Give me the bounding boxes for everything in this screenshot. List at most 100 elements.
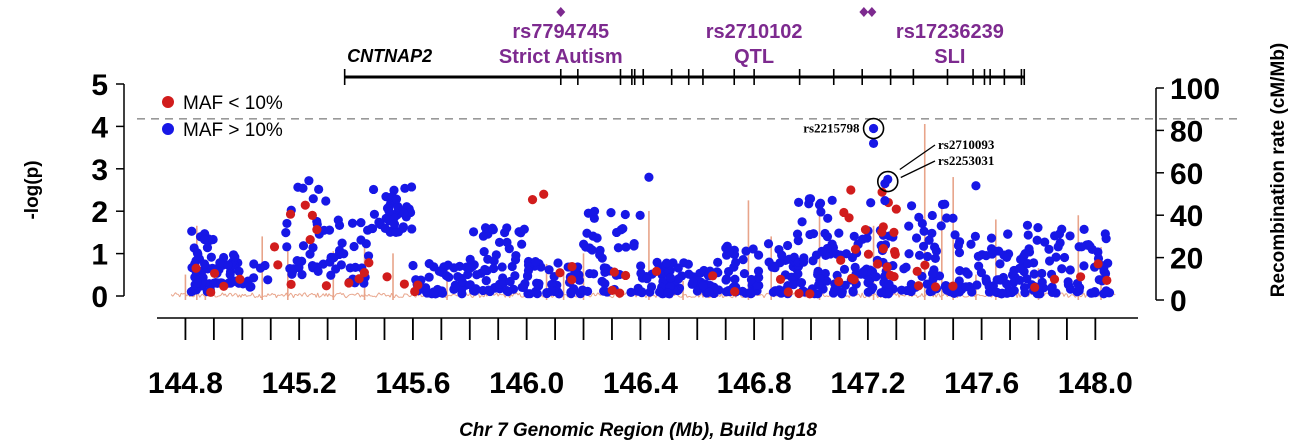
maf-low-point xyxy=(344,278,354,288)
maf-low-point xyxy=(805,289,815,299)
maf-high-point xyxy=(368,184,379,195)
maf-high-point xyxy=(199,259,210,269)
maf-high-point xyxy=(841,249,851,259)
recomb-line-segment xyxy=(406,293,410,297)
maf-high-point xyxy=(1020,249,1030,259)
maf-high-point xyxy=(400,183,410,193)
maf-high-point xyxy=(298,183,308,193)
maf-high-point xyxy=(472,270,482,280)
maf-high-point xyxy=(597,276,607,286)
maf-high-point xyxy=(954,276,964,286)
maf-high-point xyxy=(850,262,860,272)
snp-label: SLI xyxy=(934,46,965,68)
maf-low-point xyxy=(878,244,888,254)
maf-high-point xyxy=(434,266,444,276)
recomb-line-segment xyxy=(522,296,524,298)
maf-high-point xyxy=(347,218,358,228)
maf-high-point xyxy=(995,259,1005,269)
maf-high-point xyxy=(1032,235,1042,245)
recomb-line-segment xyxy=(385,294,388,297)
maf-high-point xyxy=(822,232,833,242)
maf-high-point xyxy=(1029,269,1039,279)
recomb-line-segment xyxy=(935,294,938,298)
maf-high-point xyxy=(589,269,599,279)
recomb-line-segment xyxy=(256,296,259,298)
recomb-line-segment xyxy=(689,296,692,298)
maf-high-point xyxy=(880,196,890,206)
legend-label: MAF > 10% xyxy=(183,120,283,141)
recomb-line-segment xyxy=(1018,292,1021,298)
recomb-line-segment xyxy=(610,296,613,299)
recomb-line-segment xyxy=(320,295,323,297)
recomb-line-segment xyxy=(720,293,724,298)
recomb-line-segment xyxy=(449,294,452,297)
recomb-line-segment xyxy=(1072,294,1075,297)
maf-high-point xyxy=(408,260,418,271)
maf-low-point xyxy=(273,260,283,270)
maf-high-point xyxy=(502,286,512,296)
maf-high-point xyxy=(911,233,922,243)
recomb-line-segment xyxy=(371,295,374,298)
maf-high-point xyxy=(369,209,380,219)
maf-high-point xyxy=(444,272,454,282)
maf-high-point xyxy=(684,269,694,279)
x-tick-label: 147.6 xyxy=(944,367,1019,400)
maf-high-point xyxy=(192,248,203,258)
y-tick-label: 1 xyxy=(91,239,108,272)
maf-high-point xyxy=(673,263,683,273)
maf-high-point xyxy=(1014,263,1025,273)
recomb-line-segment xyxy=(355,292,358,295)
recomb-line-segment xyxy=(551,295,555,298)
maf-high-point xyxy=(457,276,467,287)
y2-tick-label: 0 xyxy=(1170,285,1187,318)
maf-low-point xyxy=(300,200,310,210)
recomb-line-segment xyxy=(597,292,600,295)
recomb-line-segment xyxy=(741,296,743,298)
recomb-line-segment xyxy=(345,296,348,299)
legend-marker xyxy=(162,123,174,135)
axes: 0 1 2 3 4 5 0 20 40 60 80 100 144.8 145.2 145.6 146.0 14… xyxy=(91,69,1220,400)
x-tick-label: 144.8 xyxy=(148,367,223,400)
recomb-line-segment xyxy=(240,294,243,298)
maf-high-point xyxy=(704,287,714,297)
maf-high-point xyxy=(642,274,652,284)
maf-high-point xyxy=(637,287,647,297)
maf-high-point xyxy=(356,218,366,228)
y2-tick-label: 40 xyxy=(1170,200,1203,233)
maf-high-point xyxy=(380,223,390,234)
maf-high-point xyxy=(480,264,490,275)
maf-high-point xyxy=(519,224,529,234)
recomb-line-segment xyxy=(479,295,482,298)
maf-high-point xyxy=(1053,242,1063,252)
recomb-line-segment xyxy=(1066,293,1069,298)
maf-low-point xyxy=(948,281,958,291)
recomb-line-segment xyxy=(857,293,860,296)
recomb-line-segment xyxy=(267,293,270,296)
maf-high-point xyxy=(906,286,916,297)
y-tick-label: 3 xyxy=(91,154,108,187)
recomb-line-segment xyxy=(499,293,502,296)
maf-high-point xyxy=(566,287,576,297)
maf-high-point xyxy=(936,221,946,231)
recomb-line-segment xyxy=(328,293,331,296)
maf-high-point xyxy=(652,257,662,267)
maf-high-point xyxy=(754,272,764,283)
x-tick-label: 146.4 xyxy=(603,367,678,400)
y-tick-label: 4 xyxy=(91,111,108,144)
maf-high-point xyxy=(738,255,748,265)
recomb-line-segment xyxy=(342,293,346,297)
maf-high-point xyxy=(848,287,858,297)
maf-low-point xyxy=(607,285,617,295)
maf-high-point xyxy=(794,197,804,207)
recomb-line-segment xyxy=(251,292,255,296)
maf-low-point xyxy=(775,274,786,285)
recomb-line-segment xyxy=(271,293,274,296)
maf-high-point xyxy=(1003,229,1013,239)
maf-high-point xyxy=(391,227,401,237)
maf-high-point xyxy=(981,274,991,284)
maf-high-point xyxy=(292,255,302,266)
maf-high-point xyxy=(662,258,672,268)
maf-low-point xyxy=(1030,282,1040,293)
callout-label: rs2215798 xyxy=(803,121,860,136)
